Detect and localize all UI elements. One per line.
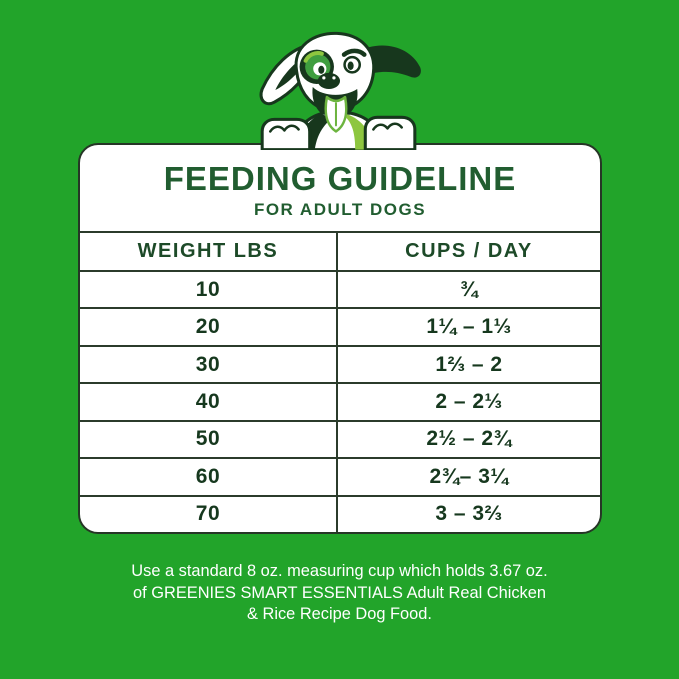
cups-cell: 2 – 2⅓ <box>435 389 503 413</box>
footer-note: Use a standard 8 oz. measuring cup which… <box>0 561 679 626</box>
cups-cell: 3 – 3⅔ <box>435 502 503 526</box>
feeding-table: WEIGHT LBS CUPS / DAY 10 ¾ 20 1¼ – 1⅓ 30… <box>80 231 600 532</box>
column-header-weight: WEIGHT LBS <box>80 233 338 270</box>
card-header: FEEDING GUIDELINE FOR ADULT DOGS <box>80 145 600 231</box>
column-header-cups: CUPS / DAY <box>405 240 533 262</box>
weight-cell: 40 <box>80 384 338 420</box>
page-title: FEEDING GUIDELINE <box>163 160 517 198</box>
weight-cell: 50 <box>80 421 338 458</box>
cups-cell: 1¼ – 1⅓ <box>426 315 512 339</box>
table-row: 10 ¾ <box>80 270 600 308</box>
cups-cell: 2½ – 2¾ <box>426 427 512 451</box>
table-row: 50 2½ – 2¾ <box>80 419 600 458</box>
footer-note-line: of GREENIES SMART ESSENTIALS Adult Real … <box>133 583 546 602</box>
table-row: 70 3 – 3⅔ <box>80 494 600 532</box>
weight-cell: 30 <box>80 346 338 383</box>
weight-cell: 10 <box>80 272 338 308</box>
weight-cell: 20 <box>80 309 338 345</box>
cups-cell: 1⅔ – 2 <box>435 352 503 376</box>
weight-cell: 70 <box>80 496 338 532</box>
cups-cell: ¾ <box>459 277 478 301</box>
table-row: 60 2¾– 3¼ <box>80 457 600 495</box>
footer-note-line: Use a standard 8 oz. measuring cup which… <box>131 562 548 580</box>
table-header-row: WEIGHT LBS CUPS / DAY <box>80 231 600 270</box>
page-subtitle: FOR ADULT DOGS <box>253 199 427 219</box>
table-row: 20 1¼ – 1⅓ <box>80 307 600 345</box>
cups-cell: 2¾– 3¼ <box>429 464 509 488</box>
footer-note-line: & Rice Recipe Dog Food. <box>247 605 432 623</box>
table-row: 30 1⅔ – 2 <box>80 344 600 383</box>
table-row: 40 2 – 2⅓ <box>80 382 600 420</box>
weight-cell: 60 <box>80 459 338 495</box>
feeding-guideline-card: FEEDING GUIDELINE FOR ADULT DOGS WEIGHT … <box>78 143 602 534</box>
dog-mascot-icon <box>259 31 421 150</box>
